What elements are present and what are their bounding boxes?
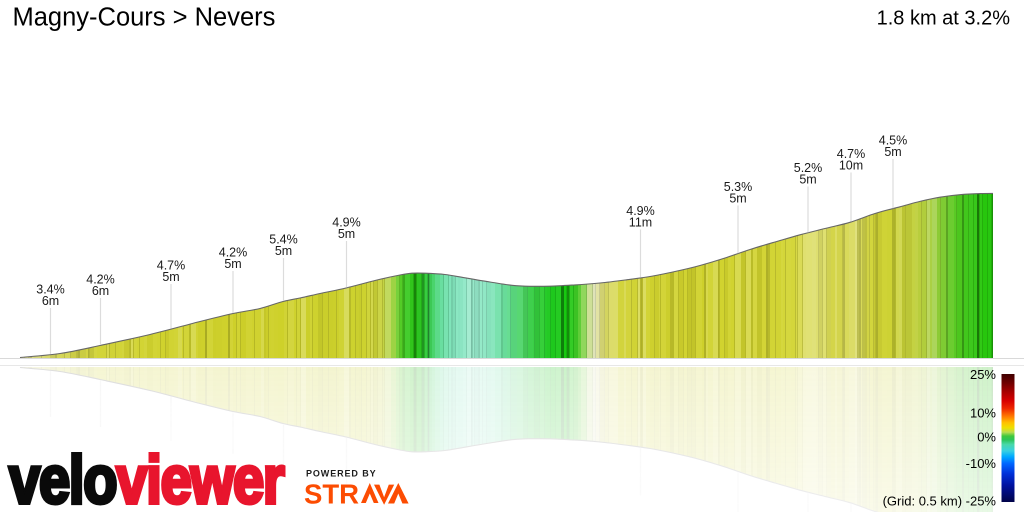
svg-text:25%: 25% bbox=[970, 367, 996, 382]
svg-text:10%: 10% bbox=[970, 406, 996, 421]
svg-text:5.2%: 5.2% bbox=[794, 161, 823, 175]
svg-text:4.2%: 4.2% bbox=[219, 246, 248, 260]
svg-text:veloviewer: veloviewer bbox=[9, 443, 285, 512]
svg-text:(Grid: 0.5 km) -25%: (Grid: 0.5 km) -25% bbox=[883, 494, 997, 509]
svg-text:5m: 5m bbox=[729, 192, 746, 206]
svg-text:0%: 0% bbox=[977, 430, 996, 445]
svg-text:5m: 5m bbox=[338, 227, 355, 241]
svg-text:1.8 km at 3.2%: 1.8 km at 3.2% bbox=[877, 8, 1011, 30]
svg-text:6m: 6m bbox=[92, 284, 109, 298]
svg-text:5m: 5m bbox=[799, 173, 816, 187]
svg-text:4.5%: 4.5% bbox=[879, 134, 908, 148]
svg-text:4.7%: 4.7% bbox=[157, 259, 186, 273]
svg-text:4.9%: 4.9% bbox=[626, 204, 655, 218]
svg-text:11m: 11m bbox=[629, 216, 652, 230]
svg-text:5m: 5m bbox=[224, 257, 241, 271]
svg-text:5m: 5m bbox=[275, 244, 292, 258]
svg-text:-10%: -10% bbox=[966, 456, 997, 471]
svg-text:Magny-Cours > Nevers: Magny-Cours > Nevers bbox=[13, 4, 276, 32]
svg-text:POWERED BY: POWERED BY bbox=[306, 469, 377, 479]
svg-text:4.9%: 4.9% bbox=[332, 216, 361, 230]
svg-text:STR: STR bbox=[304, 478, 359, 509]
svg-text:5m: 5m bbox=[162, 270, 179, 284]
svg-text:10m: 10m bbox=[839, 159, 863, 173]
svg-text:4.7%: 4.7% bbox=[837, 147, 866, 161]
svg-text:4.2%: 4.2% bbox=[86, 273, 115, 287]
svg-text:3.4%: 3.4% bbox=[36, 283, 65, 297]
svg-text:5m: 5m bbox=[884, 145, 901, 159]
svg-text:6m: 6m bbox=[42, 294, 59, 308]
svg-text:5.4%: 5.4% bbox=[269, 233, 298, 247]
svg-text:5.3%: 5.3% bbox=[724, 180, 753, 194]
